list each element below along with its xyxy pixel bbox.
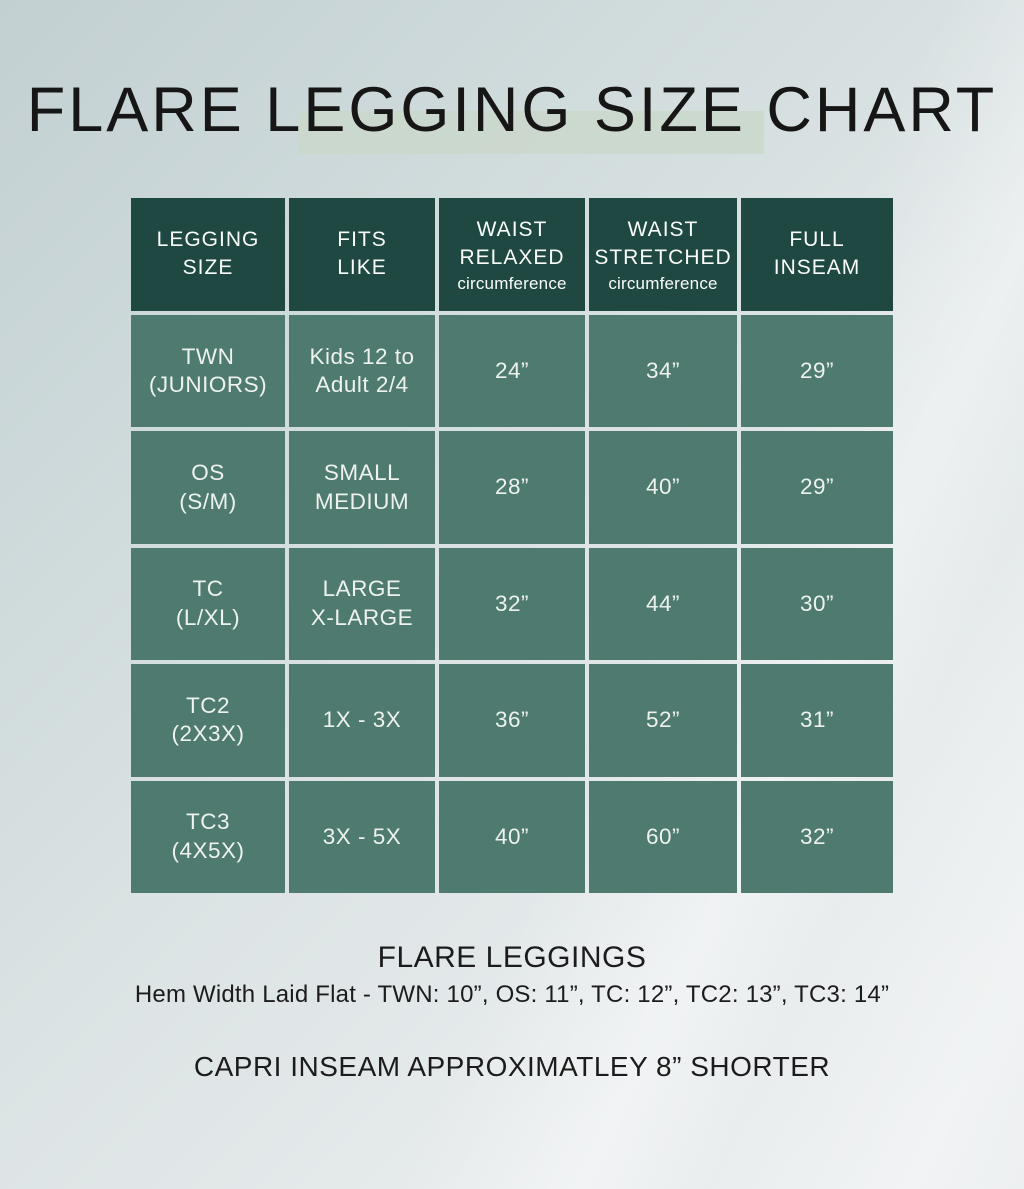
cell-fits-like: 1X - 3X	[289, 664, 435, 777]
cell-waist-stretched: 40”	[589, 431, 737, 544]
header-label: FULL INSEAM	[773, 227, 861, 279]
capri-inseam-note: CAPRI INSEAM APPROXIMATLEY 8” SHORTER	[193, 1051, 831, 1082]
table-row-twn: TWN (JUNIORS) Kids 12 to Adult 2/4 24” 3…	[131, 315, 893, 428]
header-label: LEGGING SIZE	[156, 227, 260, 279]
cell-legging-size: TC2 (2X3X)	[131, 664, 285, 777]
table-header-row: LEGGING SIZE FITS LIKE WAIST RELAXED cir…	[131, 198, 893, 311]
cell-waist-stretched: 34”	[589, 315, 737, 428]
header-cell-legging-size: LEGGING SIZE	[131, 198, 285, 311]
header-label: WAIST STRETCHED	[594, 217, 732, 269]
cell-full-inseam: 29”	[741, 315, 893, 428]
cell-fits-like: LARGE X-LARGE	[289, 547, 435, 661]
header-label: WAIST RELAXED	[459, 217, 565, 269]
cell-waist-relaxed: 24”	[439, 315, 585, 428]
footer-heading: FLARE LEGGINGS	[377, 941, 647, 974]
size-chart-table: LEGGING SIZE FITS LIKE WAIST RELAXED cir…	[127, 194, 897, 897]
cell-legging-size: OS (S/M)	[131, 431, 285, 544]
cell-waist-relaxed: 40”	[439, 780, 585, 893]
header-subtext: circumference	[457, 273, 567, 293]
cell-fits-like: 3X - 5X	[289, 780, 435, 893]
cell-waist-relaxed: 36”	[439, 664, 585, 777]
page-title: FLARE LEGGING SIZE CHART	[26, 75, 998, 145]
cell-waist-stretched: 60”	[589, 780, 737, 893]
cell-full-inseam: 32”	[741, 780, 893, 893]
cell-fits-like: Kids 12 to Adult 2/4	[289, 315, 435, 428]
title-highlight-bar	[298, 111, 764, 154]
cell-legging-size: TWN (JUNIORS)	[131, 315, 285, 428]
cell-waist-relaxed: 28”	[439, 431, 585, 544]
cell-full-inseam: 29”	[741, 431, 893, 544]
cell-waist-relaxed: 32”	[439, 547, 585, 661]
header-cell-waist-relaxed: WAIST RELAXED circumference	[439, 198, 585, 311]
cell-waist-stretched: 44”	[589, 547, 737, 661]
cell-legging-size: TC (L/XL)	[131, 547, 285, 661]
table-row-tc3: TC3 (4X5X) 3X - 5X 40” 60” 32”	[131, 780, 893, 893]
cell-fits-like: SMALL MEDIUM	[289, 431, 435, 544]
header-cell-full-inseam: FULL INSEAM	[741, 198, 893, 311]
table-row-tc: TC (L/XL) LARGE X-LARGE 32” 44” 30”	[131, 547, 893, 661]
header-cell-fits-like: FITS LIKE	[289, 198, 435, 311]
cell-legging-size: TC3 (4X5X)	[131, 780, 285, 893]
table-row-tc2: TC2 (2X3X) 1X - 3X 36” 52” 31”	[131, 664, 893, 777]
header-cell-waist-stretched: WAIST STRETCHED circumference	[589, 198, 737, 311]
cell-full-inseam: 30”	[741, 547, 893, 661]
header-subtext: circumference	[608, 273, 718, 293]
hem-width-note: Hem Width Laid Flat - TWN: 10”, OS: 11”,…	[134, 981, 890, 1008]
table-row-os: OS (S/M) SMALL MEDIUM 28” 40” 29”	[131, 431, 893, 544]
cell-full-inseam: 31”	[741, 664, 893, 777]
cell-waist-stretched: 52”	[589, 664, 737, 777]
header-label: FITS LIKE	[337, 227, 387, 279]
